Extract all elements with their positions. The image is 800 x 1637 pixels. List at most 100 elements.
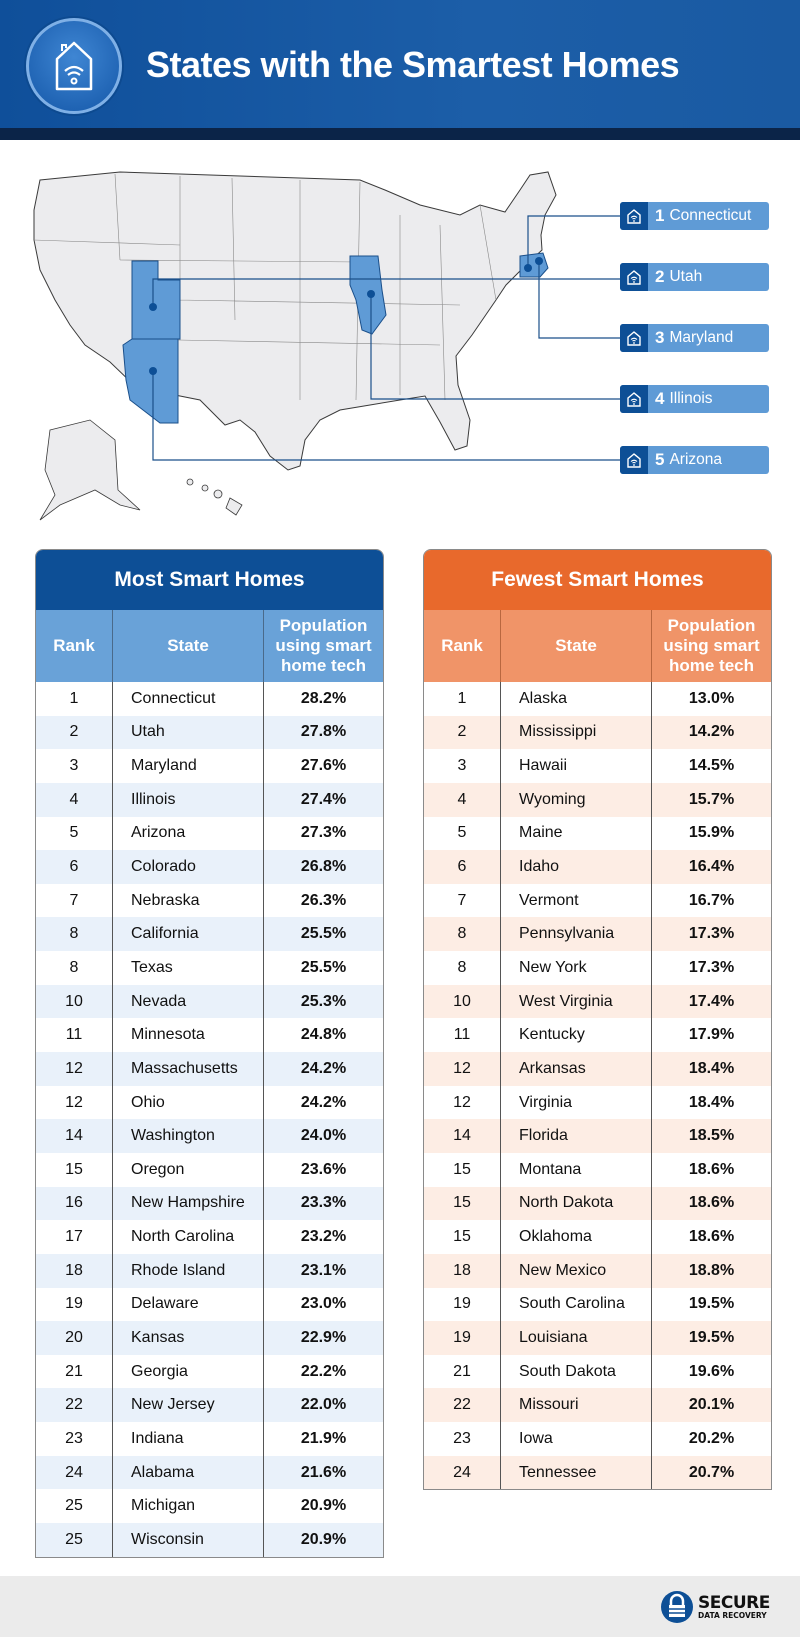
state-cell: New Jersey	[113, 1388, 264, 1423]
smart-home-icon	[620, 385, 648, 413]
table-row: 3 Maryland 27.6%	[36, 749, 383, 783]
table-row: 11 Kentucky 17.9%	[424, 1018, 771, 1053]
percentage-cell: 15.7%	[688, 790, 735, 808]
state-cell: Utah	[113, 715, 264, 750]
percentage-cell: 18.4%	[688, 1093, 735, 1111]
rank-cell: 12	[36, 1085, 113, 1120]
percentage-cell: 24.2%	[300, 1093, 347, 1111]
percentage-cell: 25.5%	[300, 958, 347, 976]
state-cell: Washington	[113, 1119, 264, 1153]
rank-cell: 22	[424, 1388, 501, 1423]
state-cell: North Carolina	[113, 1220, 264, 1254]
percentage-cell: 18.8%	[688, 1261, 735, 1279]
table-row: 8 California 25.5%	[36, 917, 383, 952]
state-cell: Massachusetts	[113, 1052, 264, 1086]
table-row: 7 Vermont 16.7%	[424, 883, 771, 918]
state-cell: Nevada	[113, 984, 264, 1019]
percentage-cell: 27.6%	[300, 757, 347, 775]
fewest-smart-homes-table: Fewest Smart Homes Rank State Population…	[423, 549, 772, 1491]
rank-cell: 5	[424, 816, 501, 851]
percentage-cell: 25.5%	[300, 925, 347, 943]
callout-rank: 2	[655, 267, 665, 286]
state-cell: Wisconsin	[113, 1523, 264, 1557]
table-title: Fewest Smart Homes	[424, 550, 771, 610]
state-cell: Colorado	[113, 850, 264, 884]
smart-home-icon	[620, 324, 648, 352]
state-cell: Iowa	[501, 1422, 652, 1456]
state-cell: Kansas	[113, 1321, 264, 1355]
table-row: 2 Utah 27.8%	[36, 715, 383, 750]
table-row: 8 Texas 25.5%	[36, 951, 383, 985]
rank-cell: 25	[36, 1489, 113, 1524]
percentage-cell: 27.8%	[300, 723, 347, 741]
column-header-state: State	[113, 610, 264, 682]
table-row: 21 Georgia 22.2%	[36, 1354, 383, 1389]
rank-cell: 12	[424, 1085, 501, 1120]
state-cell: Delaware	[113, 1287, 264, 1322]
rank-cell: 7	[36, 883, 113, 918]
rank-cell: 8	[424, 951, 501, 985]
table-row: 22 New Jersey 22.0%	[36, 1388, 383, 1423]
table-row: 12 Massachusetts 24.2%	[36, 1052, 383, 1086]
callout-rank: 1	[655, 206, 665, 225]
rank-cell: 19	[424, 1321, 501, 1355]
percentage-cell: 18.4%	[688, 1059, 735, 1077]
state-cell: Arkansas	[501, 1052, 652, 1086]
table-title: Most Smart Homes	[36, 550, 383, 610]
table-row: 25 Wisconsin 20.9%	[36, 1523, 383, 1557]
rank-cell: 11	[36, 1018, 113, 1053]
table-row: 1 Connecticut 28.2%	[36, 682, 383, 716]
us-map	[33, 171, 620, 521]
state-cell: California	[113, 917, 264, 952]
percentage-cell: 26.3%	[300, 891, 347, 909]
state-cell: Nebraska	[113, 883, 264, 918]
table-row: 19 Delaware 23.0%	[36, 1287, 383, 1322]
percentage-cell: 20.9%	[300, 1530, 347, 1548]
state-cell: Minnesota	[113, 1018, 264, 1053]
rank-cell: 19	[36, 1287, 113, 1322]
rank-cell: 1	[424, 682, 501, 716]
map-callout-connecticut: 1 Connecticut	[620, 202, 769, 230]
smart-home-icon	[620, 263, 648, 291]
percentage-cell: 18.5%	[688, 1127, 735, 1145]
column-header-rank: Rank	[36, 610, 113, 682]
map-callout-maryland: 3 Maryland	[620, 324, 769, 352]
rank-cell: 20	[36, 1321, 113, 1355]
state-cell: Louisiana	[501, 1321, 652, 1355]
page-title: States with the Smartest Homes	[146, 44, 680, 85]
rank-cell: 4	[36, 782, 113, 817]
table-row: 15 North Dakota 18.6%	[424, 1186, 771, 1221]
rank-cell: 17	[36, 1220, 113, 1254]
state-cell: Wyoming	[501, 782, 652, 817]
percentage-cell: 27.4%	[300, 790, 347, 808]
callout-state: Connecticut	[669, 207, 752, 224]
state-cell: New York	[501, 951, 652, 985]
state-cell: Illinois	[113, 782, 264, 817]
percentage-cell: 27.3%	[300, 824, 347, 842]
table-row: 12 Ohio 24.2%	[36, 1085, 383, 1120]
rank-cell: 1	[36, 682, 113, 716]
connector-lines	[152, 215, 620, 461]
rank-cell: 3	[36, 749, 113, 783]
header-banner: States with the Smartest Homes	[0, 0, 800, 128]
state-cell: Texas	[113, 951, 264, 985]
percentage-cell: 18.6%	[688, 1228, 735, 1246]
callout-rank: 3	[655, 328, 665, 347]
table-row: 19 South Carolina 19.5%	[424, 1287, 771, 1322]
table-row: 8 Pennsylvania 17.3%	[424, 917, 771, 952]
rank-cell: 3	[424, 749, 501, 783]
rank-cell: 6	[36, 850, 113, 884]
state-cell: South Dakota	[501, 1354, 652, 1389]
most-smart-homes-table: Most Smart Homes Rank State Population u…	[35, 549, 384, 1558]
rank-cell: 6	[424, 850, 501, 884]
percentage-cell: 13.0%	[688, 689, 735, 707]
percentage-cell: 23.1%	[300, 1261, 347, 1279]
percentage-cell: 17.3%	[688, 925, 735, 943]
rank-cell: 8	[424, 917, 501, 952]
percentage-cell: 22.9%	[300, 1328, 347, 1346]
table-row: 8 New York 17.3%	[424, 951, 771, 985]
table-row: 3 Hawaii 14.5%	[424, 749, 771, 783]
callout-state: Maryland	[669, 329, 734, 346]
rank-cell: 23	[424, 1422, 501, 1456]
state-cell: Arizona	[113, 816, 264, 851]
